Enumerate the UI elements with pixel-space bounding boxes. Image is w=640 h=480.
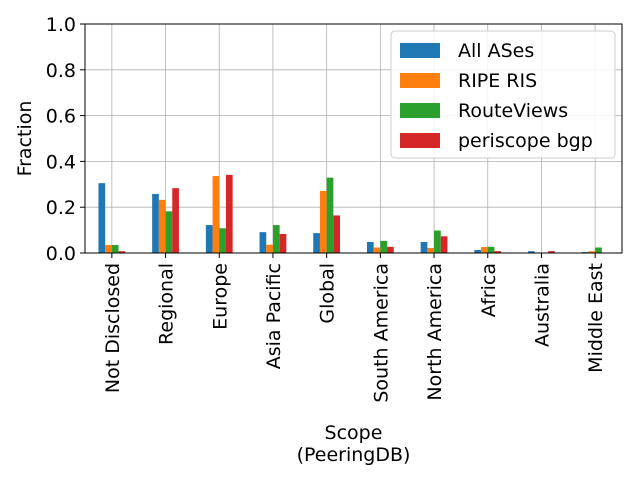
legend-label: All ASes [458, 40, 534, 62]
bar-routeviews [326, 177, 334, 253]
x-tick-label: South America [370, 263, 392, 403]
bar-periscope-bgp [548, 251, 555, 253]
bar-all-ases [528, 251, 535, 253]
bar-routeviews [111, 244, 119, 253]
x-tick-label: Europe [209, 263, 231, 330]
bar-periscope-bgp [225, 174, 233, 253]
bar-periscope-bgp [440, 236, 448, 253]
bar-all-ases [313, 233, 320, 253]
x-tick-label: Global [317, 263, 339, 324]
bar-ripe-ris [266, 244, 273, 253]
x-tick-label: Africa [478, 263, 500, 317]
x-axis-label-line2: (PeeringDB) [297, 444, 411, 466]
legend: All ASes RIPE RIS RouteViews periscope bgp [390, 30, 616, 159]
y-tick-label: 0.2 [46, 197, 76, 219]
bar-ripe-ris [319, 190, 327, 253]
y-tick-label: 0.8 [46, 60, 76, 82]
bar-ripe-ris [588, 251, 596, 253]
bar-all-ases [474, 250, 482, 253]
y-tick-label: 1.0 [46, 14, 76, 36]
bar-routeviews [434, 230, 441, 253]
plot-frame [84, 23, 623, 254]
x-tick-label: Asia Pacific [263, 263, 285, 369]
bar-periscope-bgp [172, 188, 179, 253]
bar-periscope-bgp [118, 251, 126, 253]
legend-swatch [400, 43, 440, 58]
legend-label: RouteViews [458, 100, 568, 122]
y-axis-label: Fraction [14, 101, 36, 177]
legend-swatch [400, 73, 440, 88]
bar-ripe-ris [373, 247, 381, 253]
legend-label: RIPE RIS [458, 70, 537, 92]
legend-label: periscope bgp [458, 130, 593, 152]
x-tick-label: Regional [156, 263, 178, 345]
bar-all-ases [420, 242, 428, 253]
bar-all-ases [98, 183, 106, 253]
x-tick-label: North America [424, 263, 446, 401]
legend-swatch [400, 133, 440, 148]
y-tick-label: 0.6 [46, 106, 76, 128]
bars [98, 174, 609, 253]
x-tick-label: Middle East [585, 263, 607, 373]
x-axis-label: Scope (PeeringDB) [297, 422, 411, 466]
bar-periscope-bgp [494, 251, 502, 253]
bar-all-ases [205, 225, 213, 253]
y-tick-label: 0.0 [46, 243, 76, 265]
bar-ripe-ris [158, 199, 166, 253]
bar-routeviews [272, 225, 280, 253]
legend-box [390, 30, 616, 159]
bar-routeviews [165, 211, 173, 253]
bar-all-ases [366, 242, 374, 253]
ticks: 0.0 0.2 0.4 0.6 0.8 1.0 Not Disclosed Regional E… [46, 14, 607, 403]
x-tick-label: Not Disclosed [102, 263, 124, 393]
bar-ripe-ris [105, 244, 112, 253]
bar-all-ases [152, 193, 159, 253]
bar-routeviews [219, 228, 226, 253]
x-axis-label-line1: Scope [325, 422, 383, 444]
bar-periscope-bgp [333, 215, 341, 253]
bar-routeviews [380, 240, 388, 253]
bar-ripe-ris [427, 247, 435, 253]
bar-periscope-bgp [387, 246, 394, 253]
bar-routeviews [595, 247, 602, 253]
bar-periscope-bgp [279, 233, 287, 253]
bar-ripe-ris [212, 176, 220, 253]
bar-all-ases [259, 232, 267, 253]
y-tick-label: 0.4 [46, 151, 76, 173]
legend-swatch [400, 103, 440, 118]
bar-routeviews [487, 246, 495, 253]
bar-ripe-ris [481, 247, 488, 253]
x-tick-label: Australia [531, 263, 553, 347]
